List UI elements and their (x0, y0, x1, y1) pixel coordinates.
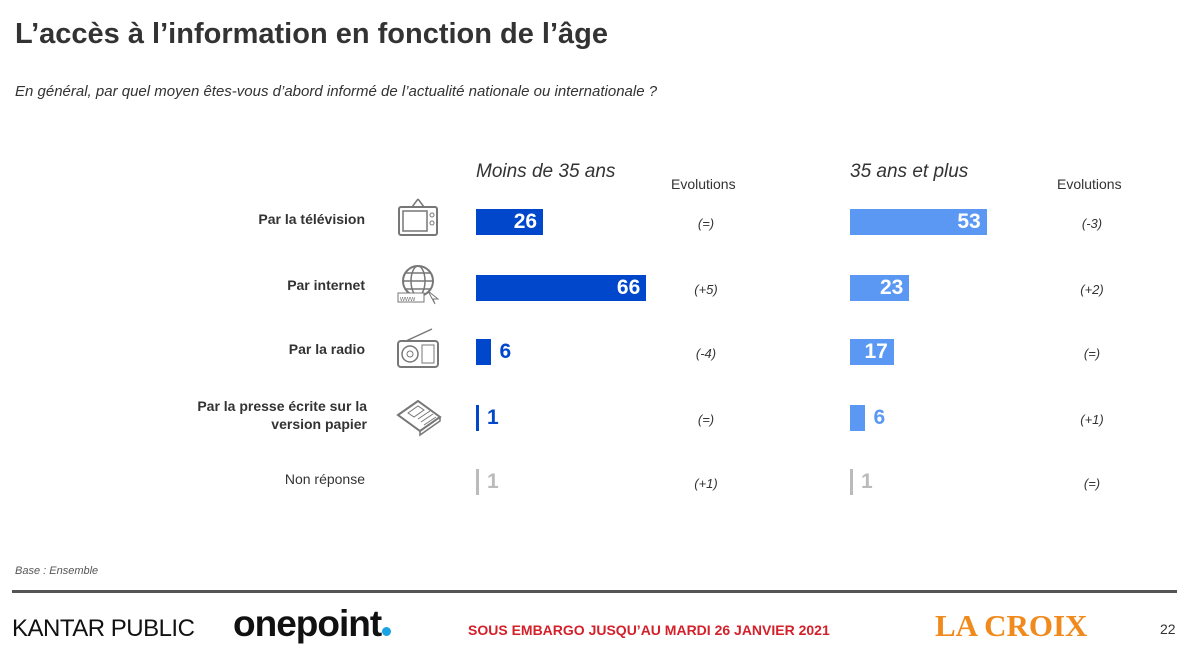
data-label: 23 (879, 276, 904, 299)
kantar-public-logo: KANTAR PUBLIC (12, 615, 195, 642)
onepoint-logo: onepoint (233, 603, 392, 645)
page-title: L’accès à l’information en fonction de l… (15, 18, 609, 50)
data-label: 53 (957, 210, 981, 233)
evolution-label: (+1) (1080, 412, 1104, 427)
bar (850, 469, 853, 495)
evolution-label: (=) (697, 412, 715, 427)
base-note: Base : Ensemble (15, 565, 99, 577)
bar (476, 405, 479, 431)
globe-www-icon: www (394, 261, 444, 311)
question-subtitle: En général, par quel moyen êtes-vous d’a… (15, 83, 658, 100)
bar (476, 209, 544, 235)
data-label: 6 (873, 406, 886, 429)
svg-text:www: www (399, 296, 416, 303)
onepoint-dot (382, 627, 392, 636)
bar (850, 405, 866, 431)
la-croix-logo: LA CROIX (935, 608, 1088, 643)
embargo-notice: SOUS EMBARGO JUSQU’AU MARDI 26 JANVIER 2… (468, 622, 830, 638)
evolution-label: (+1) (694, 476, 718, 491)
bar (850, 339, 894, 365)
data-label: 66 (616, 276, 641, 299)
series-header-35-plus: 35 ans et plus (850, 161, 969, 182)
newspaper-icon (394, 391, 444, 441)
series-header-under-35: Moins de 35 ans (476, 161, 616, 182)
evolution-label: (=) (1083, 346, 1101, 361)
bar (476, 339, 492, 365)
evolution-label: (+2) (1080, 282, 1104, 297)
category-label: Par la presse écrite sur la version papi… (197, 398, 367, 432)
category-label: Par la radio (288, 341, 365, 357)
category-label: Non réponse (284, 471, 365, 487)
evolution-label: (=) (697, 216, 715, 231)
data-label: 26 (513, 210, 538, 233)
evolutions-header-2: Evolutions (1057, 176, 1122, 192)
bar (476, 469, 479, 495)
evolutions-header-1: Evolutions (671, 176, 736, 192)
data-label: 17 (864, 340, 888, 363)
data-label: 6 (499, 340, 512, 363)
tv-icon (394, 195, 444, 245)
onepoint-logo-text: onepoint (233, 603, 382, 644)
data-label: 1 (861, 470, 873, 493)
evolution-label: (-3) (1081, 216, 1103, 231)
bar (476, 275, 647, 301)
category-label: Par la télévision (258, 211, 365, 227)
evolution-label: (-4) (695, 346, 717, 361)
data-label: 1 (487, 470, 499, 493)
radio-icon (394, 325, 444, 375)
bar (850, 275, 910, 301)
page-number: 22 (1160, 621, 1176, 637)
category-label: Par internet (287, 277, 365, 293)
evolution-label: (+5) (694, 282, 718, 297)
footer-divider (12, 590, 1177, 593)
bar (850, 209, 987, 235)
evolution-label: (=) (1083, 476, 1101, 491)
data-label: 1 (487, 406, 499, 429)
